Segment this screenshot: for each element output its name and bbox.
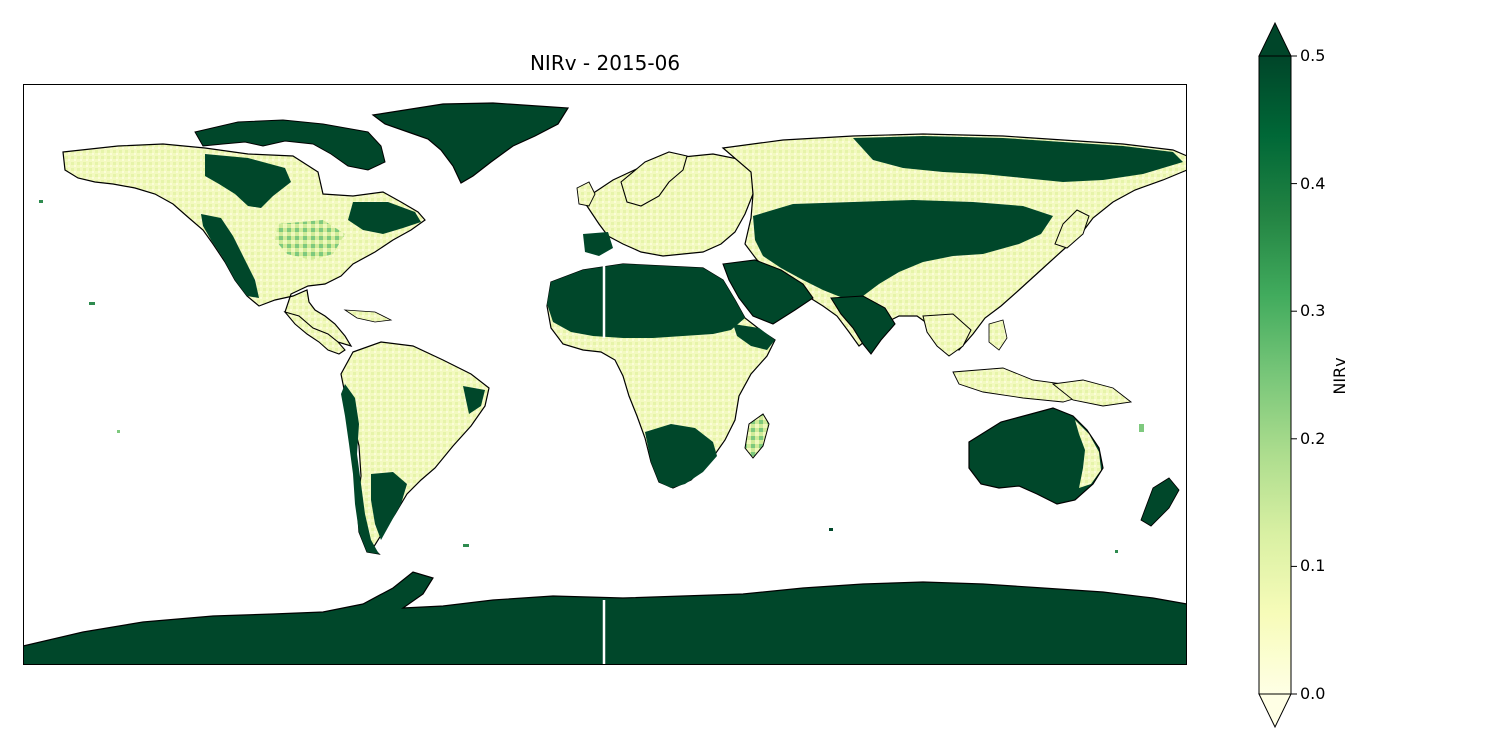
- sa-dark-andes: [341, 384, 379, 554]
- philippines: [988, 319, 1008, 351]
- colorbar-extend-top: [1258, 21, 1292, 57]
- colorbar-tick-label: 0.0: [1300, 684, 1326, 703]
- iberia-dark: [583, 232, 613, 256]
- arctic-islands: [194, 119, 386, 171]
- asia-dark-north: [853, 136, 1183, 182]
- greenland: [371, 102, 570, 184]
- madagascar: [744, 413, 770, 459]
- colorbar-tick-label: 0.4: [1300, 173, 1326, 193]
- central-america: [283, 310, 346, 355]
- australia-east-veg: [1075, 420, 1101, 488]
- colorbar-label: NIRv: [1330, 357, 1349, 395]
- colorbar-tick-label: 0.5: [1300, 46, 1326, 65]
- na-dark-rockies: [201, 214, 259, 298]
- se-asia: [922, 313, 972, 357]
- sa-dark-east: [463, 386, 485, 414]
- india: [830, 295, 896, 355]
- southern-africa-dark: [645, 424, 717, 488]
- colorbar-tick-label: 0.2: [1300, 428, 1326, 448]
- island-speck: [1139, 424, 1144, 432]
- scandinavia: [620, 151, 688, 207]
- na-dark-west: [205, 154, 291, 208]
- colorbar: [1258, 21, 1297, 729]
- na-dark-east: [348, 202, 421, 234]
- colorbar-tick-label: 0.3: [1300, 301, 1326, 321]
- uk: [576, 181, 596, 207]
- arabia: [722, 259, 814, 325]
- map-border: [23, 84, 1187, 665]
- japan: [1054, 209, 1090, 249]
- map-title: NIRv - 2015-06: [529, 51, 681, 75]
- colorbar-extend-bottom: [1258, 693, 1292, 729]
- island-speck: [39, 200, 43, 203]
- island-speck: [463, 544, 469, 547]
- island-speck: [829, 528, 833, 531]
- sa-dark-patagonia: [371, 472, 407, 540]
- australia: [968, 407, 1104, 505]
- island-speck: [117, 430, 120, 433]
- caribbean: [343, 309, 393, 323]
- sahara-dark: [547, 264, 745, 338]
- asia-dark-central: [753, 200, 1053, 298]
- na-mid-patches: [275, 220, 345, 260]
- island-speck: [89, 302, 95, 305]
- island-speck: [1115, 550, 1118, 553]
- world-map: [23, 84, 1187, 665]
- new-guinea: [1051, 379, 1133, 407]
- horn-dark: [733, 324, 775, 350]
- colorbar-tick-label: 0.1: [1300, 556, 1326, 576]
- colorbar-gradient: [1258, 55, 1292, 695]
- new-zealand: [1140, 477, 1180, 527]
